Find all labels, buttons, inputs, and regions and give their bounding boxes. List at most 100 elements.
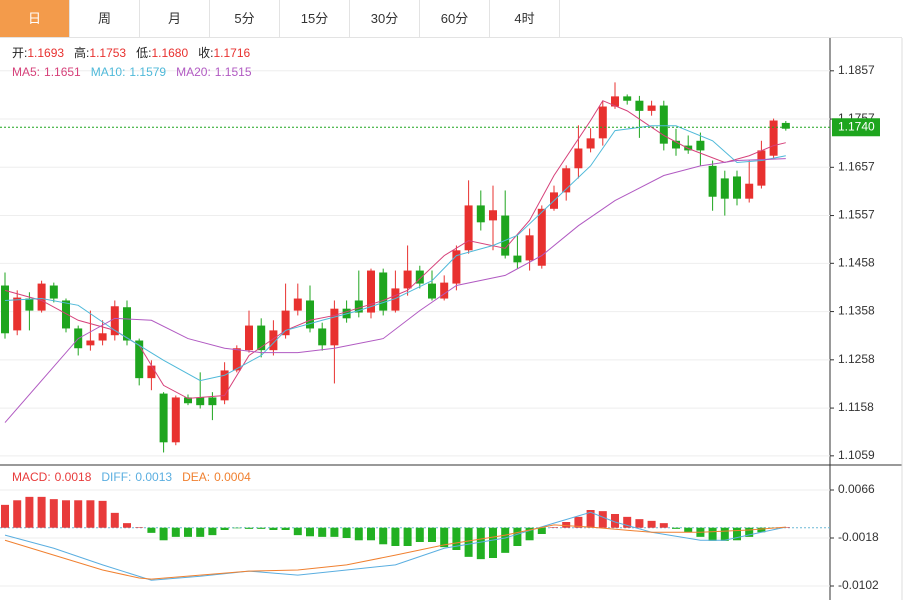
ma-name: MA5:: [12, 65, 40, 79]
macd-bar: [147, 527, 156, 533]
candle-body: [86, 340, 95, 346]
candle-body: [672, 140, 680, 149]
period-tab[interactable]: 日: [0, 0, 70, 37]
indicator-value: 0.0013: [135, 470, 172, 484]
candle-body: [123, 307, 131, 341]
macd-bar: [257, 527, 266, 529]
candle-body: [269, 330, 278, 351]
candle-body: [403, 270, 412, 289]
macd-bar: [684, 527, 693, 533]
candle-body: [464, 205, 473, 251]
candle-body: [489, 210, 497, 221]
indicator-value: 0.0004: [214, 470, 251, 484]
macd-bar: [489, 527, 497, 558]
candle-body: [391, 288, 400, 311]
macd-bar: [13, 500, 22, 528]
macd-bar: [672, 527, 680, 529]
macd-bar: [745, 527, 754, 537]
macd-bar: [379, 527, 388, 545]
macd-bar: [476, 527, 485, 560]
candle-body: [1, 285, 9, 334]
ohlc-label: 低:: [136, 46, 151, 60]
candle-body: [232, 348, 241, 371]
chart: 1.18571.17571.16571.15571.14581.13581.12…: [0, 38, 903, 600]
ma-value: 1.1651: [44, 65, 81, 79]
period-tab[interactable]: 周: [70, 0, 140, 37]
period-tab[interactable]: 4时: [490, 0, 560, 37]
candle-body: [537, 208, 546, 266]
macd-bar: [25, 496, 34, 528]
macd-bar: [586, 510, 595, 528]
ma-value: 1.1579: [129, 65, 166, 79]
candle-body: [354, 300, 363, 313]
candle-body: [293, 298, 302, 311]
macd-bar: [391, 527, 400, 546]
candle-body: [452, 250, 461, 284]
last-price-label: 1.1740: [838, 119, 875, 133]
period-tab[interactable]: 5分: [210, 0, 280, 37]
candle-body: [184, 397, 192, 404]
candle-body: [245, 325, 253, 351]
candle-body: [379, 272, 388, 311]
ohlc-label: 开:: [12, 46, 27, 60]
candle-body: [623, 96, 632, 101]
candle-body: [733, 176, 741, 199]
y-tick-label: 1.1358: [838, 304, 875, 318]
indicator-line: [4, 100, 786, 399]
indicator-line: [4, 158, 786, 423]
candle-body: [306, 300, 314, 329]
candle-body: [415, 270, 424, 284]
y-tick-label: 1.1158: [838, 400, 874, 414]
candle-body: [171, 397, 180, 443]
candle-body: [367, 270, 375, 313]
macd-bar: [330, 527, 339, 537]
candle-body: [25, 298, 34, 311]
candle-body: [696, 140, 705, 151]
macd-bar: [452, 527, 461, 550]
ohlc-value: 1.1716: [213, 46, 250, 60]
macd-bar: [537, 527, 546, 534]
candle-body: [318, 328, 327, 346]
indicator-name: DIFF:: [101, 470, 131, 484]
y-tick-label: 1.1657: [838, 159, 875, 173]
macd-bar: [513, 527, 522, 546]
ohlc-label: 高:: [74, 45, 89, 60]
macd-bar: [647, 520, 656, 528]
macd-bar: [611, 514, 619, 528]
y-tick-label: 1.1557: [838, 208, 875, 222]
macd-bar: [306, 527, 314, 537]
macd-bar: [62, 500, 70, 528]
period-tab[interactable]: 60分: [420, 0, 490, 37]
macd-bar: [428, 527, 436, 542]
macd-bar: [501, 527, 510, 553]
macd-bar: [184, 527, 192, 537]
macd-bar: [159, 527, 168, 541]
y-tick-label: 1.1458: [838, 255, 875, 269]
candle-body: [147, 365, 156, 379]
macd-bar: [171, 527, 180, 537]
candle-body: [135, 340, 144, 379]
macd-bar: [708, 527, 717, 541]
macd-bar: [342, 527, 351, 538]
macd-bar: [354, 527, 363, 541]
macd-bar: [550, 527, 558, 528]
period-tab[interactable]: 30分: [350, 0, 420, 37]
macd-bar: [49, 499, 58, 528]
macd-bar: [245, 527, 253, 529]
macd-bar: [135, 527, 144, 528]
period-tab[interactable]: 15分: [280, 0, 350, 37]
macd-bar: [318, 527, 327, 537]
y-tick-label: 0.0066: [838, 482, 875, 496]
candle-body: [62, 300, 70, 329]
macd-bar: [574, 516, 583, 528]
macd-bar: [720, 527, 729, 541]
macd-bar: [196, 527, 205, 537]
macd-bar: [281, 527, 290, 530]
candle-body: [513, 255, 522, 263]
macd-bar: [367, 527, 375, 541]
period-tab[interactable]: 月: [140, 0, 210, 37]
ohlc-value: 1.1680: [151, 46, 188, 60]
candle-body: [330, 308, 339, 346]
ma-name: MA20:: [176, 65, 211, 79]
